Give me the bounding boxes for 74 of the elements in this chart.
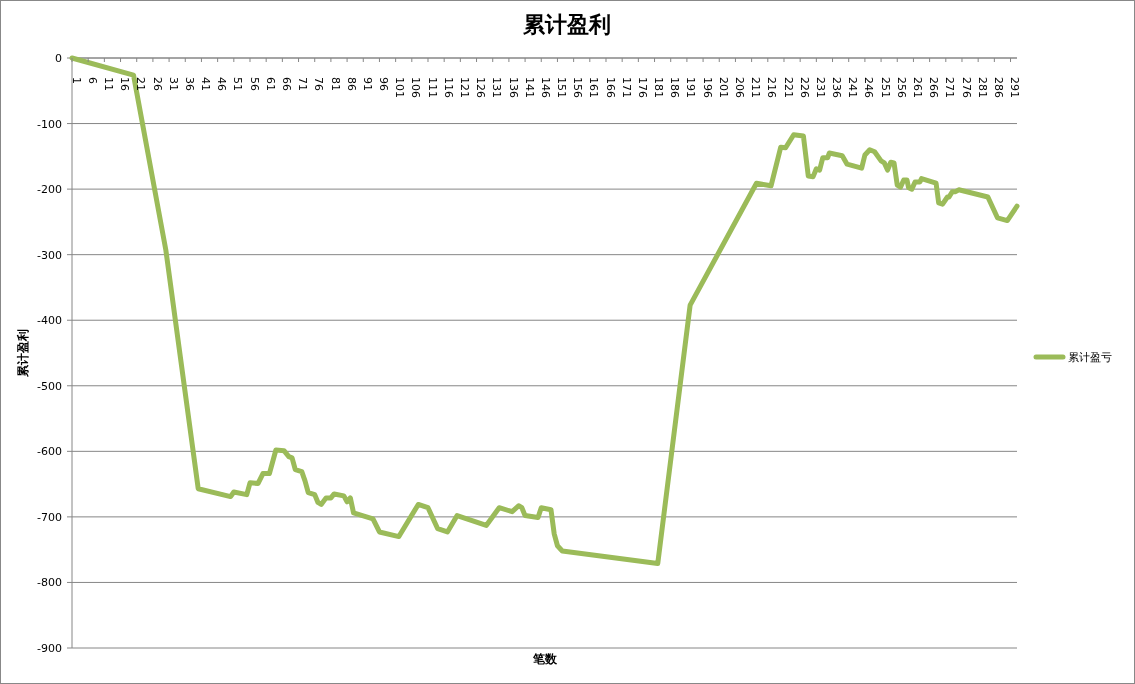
x-tick-label: 121 [457,77,471,98]
x-tick-label: 131 [490,77,504,98]
x-tick-label: 101 [393,77,407,98]
x-tick-label: 291 [1008,77,1022,98]
y-tick-label: -500 [37,379,62,393]
x-tick-label: 161 [587,77,601,98]
x-tick-label: 266 [927,77,941,98]
x-tick-label: 91 [360,77,374,91]
x-tick-label: 261 [911,77,925,98]
x-tick-label: 116 [441,77,455,98]
x-tick-label: 21 [134,77,148,91]
x-tick-label: 171 [619,77,633,98]
x-tick-label: 41 [199,77,213,91]
y-tick-label: -800 [37,576,62,590]
y-tick-label: -700 [37,510,62,524]
x-tick-label: 286 [991,77,1005,98]
x-tick-label: 126 [474,77,488,98]
x-tick-label: 166 [603,77,617,98]
x-tick-label: 1 [69,77,83,84]
y-axis-title: 累计盈利 [16,329,30,378]
x-tick-label: 6 [85,77,99,84]
x-tick-label: 61 [263,77,277,91]
x-tick-label: 46 [215,77,229,91]
y-tick-label: -900 [37,642,62,655]
x-tick-label: 276 [959,77,973,98]
y-tick-label: -300 [37,248,62,262]
y-tick-label: 0 [55,52,62,65]
x-tick-label: 236 [830,77,844,98]
x-tick-label: 141 [522,77,536,98]
x-tick-label: 226 [797,77,811,98]
x-tick-label: 256 [894,77,908,98]
x-tick-label: 136 [506,77,520,98]
x-tick-label: 216 [765,77,779,98]
x-tick-label: 26 [150,77,164,91]
x-tick-label: 146 [538,77,552,98]
x-tick-label: 211 [749,77,763,98]
x-tick-label: 106 [409,77,423,98]
x-tick-label: 201 [716,77,730,98]
x-tick-label: 271 [943,77,957,98]
x-tick-label: 221 [781,77,795,98]
x-tick-label: 11 [101,77,115,91]
chart-title: 累计盈利 [522,12,611,37]
x-tick-label: 81 [328,77,342,91]
x-tick-label: 186 [668,77,682,98]
x-tick-label: 56 [247,77,261,91]
y-tick-label: -400 [37,314,62,328]
x-tick-label: 151 [555,77,569,98]
x-tick-label: 231 [813,77,827,98]
x-tick-label: 251 [878,77,892,98]
y-tick-label: -200 [37,183,62,197]
x-tick-label: 86 [344,77,358,91]
x-tick-label: 206 [733,77,747,98]
legend-label: 累计盈亏 [1068,351,1112,364]
x-tick-label: 76 [312,77,326,91]
x-tick-label: 181 [652,77,666,98]
legend: 累计盈亏 [1033,351,1112,364]
x-tick-label: 196 [700,77,714,98]
x-tick-label: 156 [571,77,585,98]
x-tick-label: 51 [231,77,245,91]
x-tick-label: 176 [635,77,649,98]
x-tick-label: 36 [182,77,196,91]
x-tick-label: 71 [296,77,310,91]
x-tick-label: 111 [425,77,439,98]
y-tick-label: -100 [37,117,62,131]
x-tick-label: 191 [684,77,698,98]
y-tick-label: -600 [37,445,62,459]
x-tick-label: 31 [166,77,180,91]
x-tick-label: 246 [862,77,876,98]
x-tick-label: 16 [118,77,132,91]
x-tick-label: 241 [846,77,860,98]
x-tick-label: 96 [377,77,391,91]
x-axis-title: 笔数 [531,652,558,666]
x-tick-label: 66 [279,77,293,91]
x-tick-label: 281 [975,77,989,98]
